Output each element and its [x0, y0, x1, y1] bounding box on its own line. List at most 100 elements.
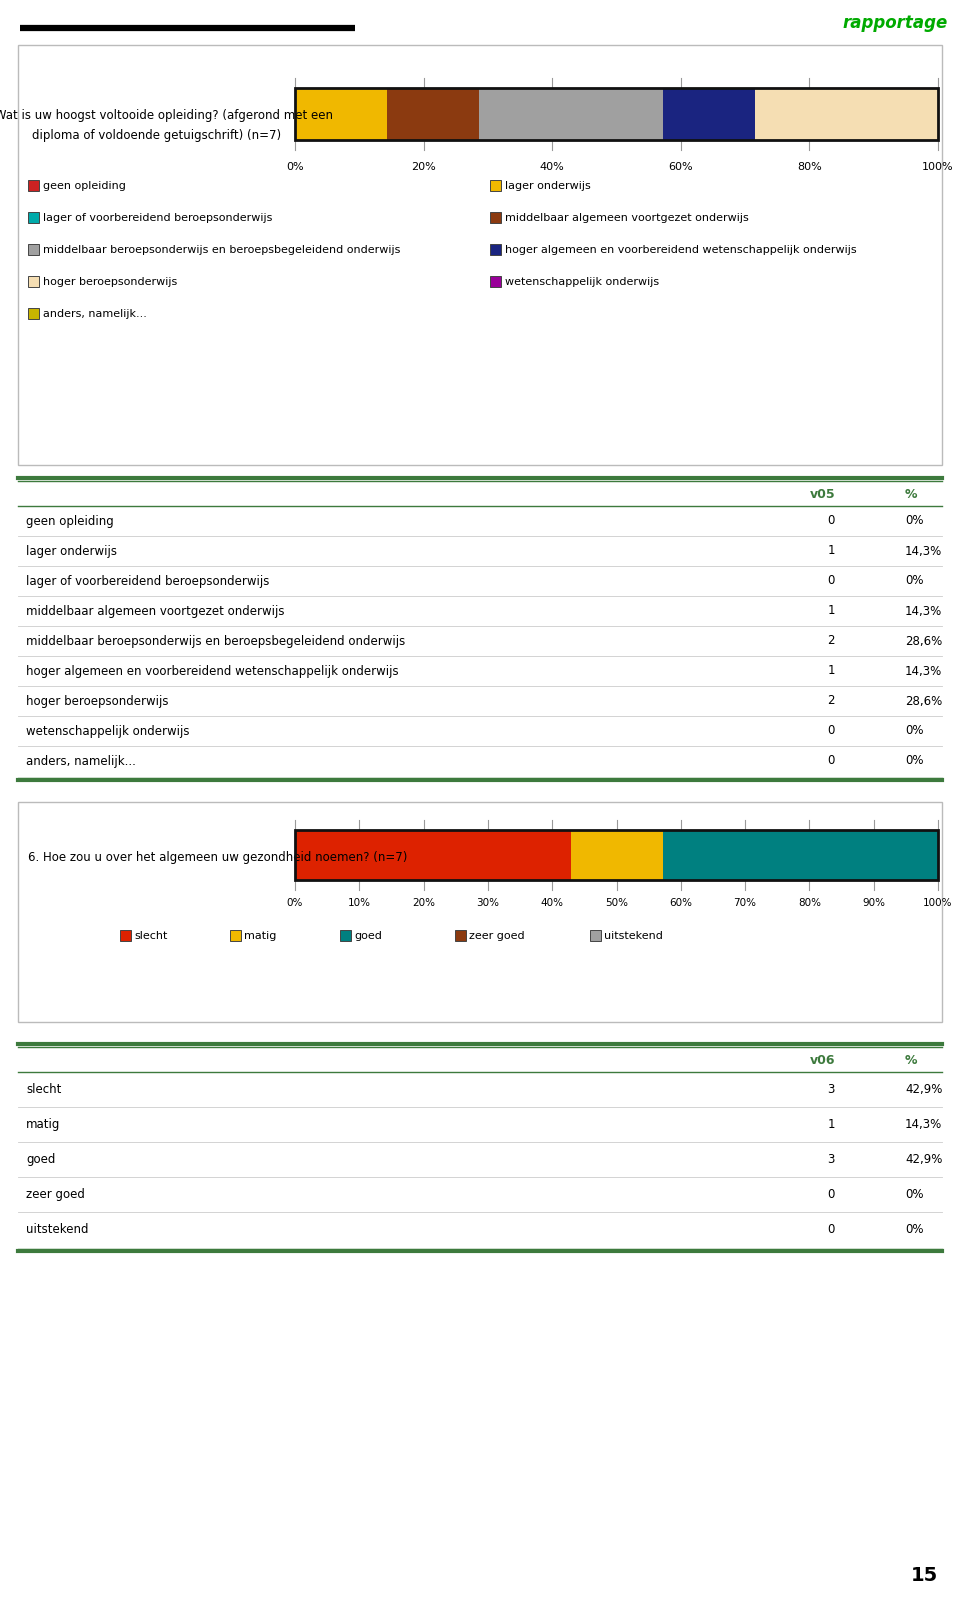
Text: anders, namelijk...: anders, namelijk...	[26, 755, 136, 768]
Bar	[340, 930, 351, 942]
Bar	[28, 212, 39, 223]
Text: lager onderwijs: lager onderwijs	[26, 545, 117, 558]
Bar	[490, 180, 501, 191]
Text: 42,9%: 42,9%	[905, 1152, 943, 1167]
Text: 14,3%: 14,3%	[905, 665, 943, 678]
Bar	[387, 88, 479, 140]
Bar	[479, 88, 662, 140]
Text: 40%: 40%	[540, 162, 564, 172]
Bar	[455, 930, 466, 942]
Bar	[755, 88, 939, 140]
Text: hoger algemeen en voorbereidend wetenschappelijk onderwijs: hoger algemeen en voorbereidend wetensch…	[505, 244, 856, 256]
Text: uitstekend: uitstekend	[604, 930, 662, 942]
Text: %: %	[905, 1054, 918, 1067]
Bar	[230, 930, 241, 942]
Text: 60%: 60%	[669, 898, 692, 908]
Text: goed: goed	[354, 930, 382, 942]
Bar	[490, 276, 501, 288]
Text: wetenschappelijk onderwijs: wetenschappelijk onderwijs	[26, 725, 189, 738]
Text: 100%: 100%	[924, 898, 952, 908]
Bar	[295, 88, 938, 140]
Bar	[662, 829, 939, 881]
Text: 0%: 0%	[286, 162, 303, 172]
Text: 90%: 90%	[862, 898, 885, 908]
Text: 6. Hoe zou u over het algemeen uw gezondheid noemen? (n=7): 6. Hoe zou u over het algemeen uw gezond…	[28, 850, 407, 863]
Text: 3: 3	[828, 1152, 835, 1167]
Text: 14,3%: 14,3%	[905, 545, 943, 558]
Text: wetenschappelijk onderwijs: wetenschappelijk onderwijs	[505, 276, 660, 288]
Text: geen opleiding: geen opleiding	[26, 514, 113, 527]
Text: 1: 1	[828, 665, 835, 678]
Text: 0%: 0%	[905, 755, 924, 768]
Text: lager of voorbereidend beroepsonderwijs: lager of voorbereidend beroepsonderwijs	[26, 574, 270, 588]
Text: 0: 0	[828, 514, 835, 527]
Text: lager onderwijs: lager onderwijs	[505, 182, 590, 191]
Text: 42,9%: 42,9%	[905, 1083, 943, 1096]
Bar	[590, 930, 601, 942]
Text: v06: v06	[809, 1054, 835, 1067]
Text: 28,6%: 28,6%	[905, 635, 943, 648]
Text: 0: 0	[828, 1188, 835, 1200]
Text: 20%: 20%	[411, 162, 436, 172]
Bar	[28, 276, 39, 288]
Text: 0%: 0%	[905, 1188, 924, 1200]
Text: middelbaar algemeen voortgezet onderwijs: middelbaar algemeen voortgezet onderwijs	[505, 214, 749, 223]
Text: 0%: 0%	[905, 574, 924, 588]
Text: 80%: 80%	[797, 162, 822, 172]
Text: hoger beroepsonderwijs: hoger beroepsonderwijs	[43, 276, 178, 288]
Bar	[28, 180, 39, 191]
Text: matig: matig	[244, 930, 276, 942]
Text: 20%: 20%	[412, 898, 435, 908]
Text: 2: 2	[828, 694, 835, 707]
Bar	[295, 829, 938, 881]
Text: 0%: 0%	[905, 725, 924, 738]
Text: 0: 0	[828, 574, 835, 588]
Bar	[18, 802, 942, 1022]
Text: uitstekend: uitstekend	[26, 1223, 88, 1236]
Text: zeer goed: zeer goed	[26, 1188, 84, 1200]
Text: hoger algemeen en voorbereidend wetenschappelijk onderwijs: hoger algemeen en voorbereidend wetensch…	[26, 665, 398, 678]
Text: geen opleiding: geen opleiding	[43, 182, 126, 191]
Text: middelbaar beroepsonderwijs en beroepsbegeleidend onderwijs: middelbaar beroepsonderwijs en beroepsbe…	[26, 635, 405, 648]
Bar	[490, 212, 501, 223]
Text: 1: 1	[828, 1118, 835, 1131]
Text: diploma of voldoende getuigschrift) (n=7): diploma of voldoende getuigschrift) (n=7…	[32, 129, 281, 141]
Text: slecht: slecht	[134, 930, 167, 942]
Text: middelbaar beroepsonderwijs en beroepsbegeleidend onderwijs: middelbaar beroepsonderwijs en beroepsbe…	[43, 244, 400, 256]
Text: 0: 0	[828, 755, 835, 768]
Text: anders, namelijk...: anders, namelijk...	[43, 309, 147, 320]
Text: 30%: 30%	[476, 898, 499, 908]
Text: lager of voorbereidend beroepsonderwijs: lager of voorbereidend beroepsonderwijs	[43, 214, 273, 223]
Text: rapportage: rapportage	[843, 14, 948, 32]
Text: 50%: 50%	[605, 898, 628, 908]
Text: 0%: 0%	[287, 898, 303, 908]
Bar	[295, 829, 571, 881]
Bar	[120, 930, 131, 942]
Text: 100%: 100%	[923, 162, 954, 172]
Bar	[571, 829, 662, 881]
Bar	[28, 309, 39, 320]
Text: 5. Wat is uw hoogst voltooide opleiding? (afgerond met een: 5. Wat is uw hoogst voltooide opleiding?…	[0, 109, 333, 122]
Text: middelbaar algemeen voortgezet onderwijs: middelbaar algemeen voortgezet onderwijs	[26, 604, 284, 617]
Text: 40%: 40%	[540, 898, 564, 908]
Text: 80%: 80%	[798, 898, 821, 908]
Text: 15: 15	[911, 1565, 938, 1585]
Text: 1: 1	[828, 545, 835, 558]
Text: matig: matig	[26, 1118, 60, 1131]
Text: 0%: 0%	[905, 1223, 924, 1236]
Bar	[295, 88, 387, 140]
Text: 0: 0	[828, 1223, 835, 1236]
Text: 3: 3	[828, 1083, 835, 1096]
Text: 14,3%: 14,3%	[905, 604, 943, 617]
Text: v05: v05	[809, 487, 835, 500]
Text: 70%: 70%	[733, 898, 756, 908]
Bar	[662, 88, 755, 140]
Text: 0: 0	[828, 725, 835, 738]
Text: 14,3%: 14,3%	[905, 1118, 943, 1131]
Bar	[28, 244, 39, 256]
Bar	[490, 244, 501, 256]
Text: slecht: slecht	[26, 1083, 61, 1096]
Text: 2: 2	[828, 635, 835, 648]
Text: zeer goed: zeer goed	[469, 930, 524, 942]
Text: 1: 1	[828, 604, 835, 617]
